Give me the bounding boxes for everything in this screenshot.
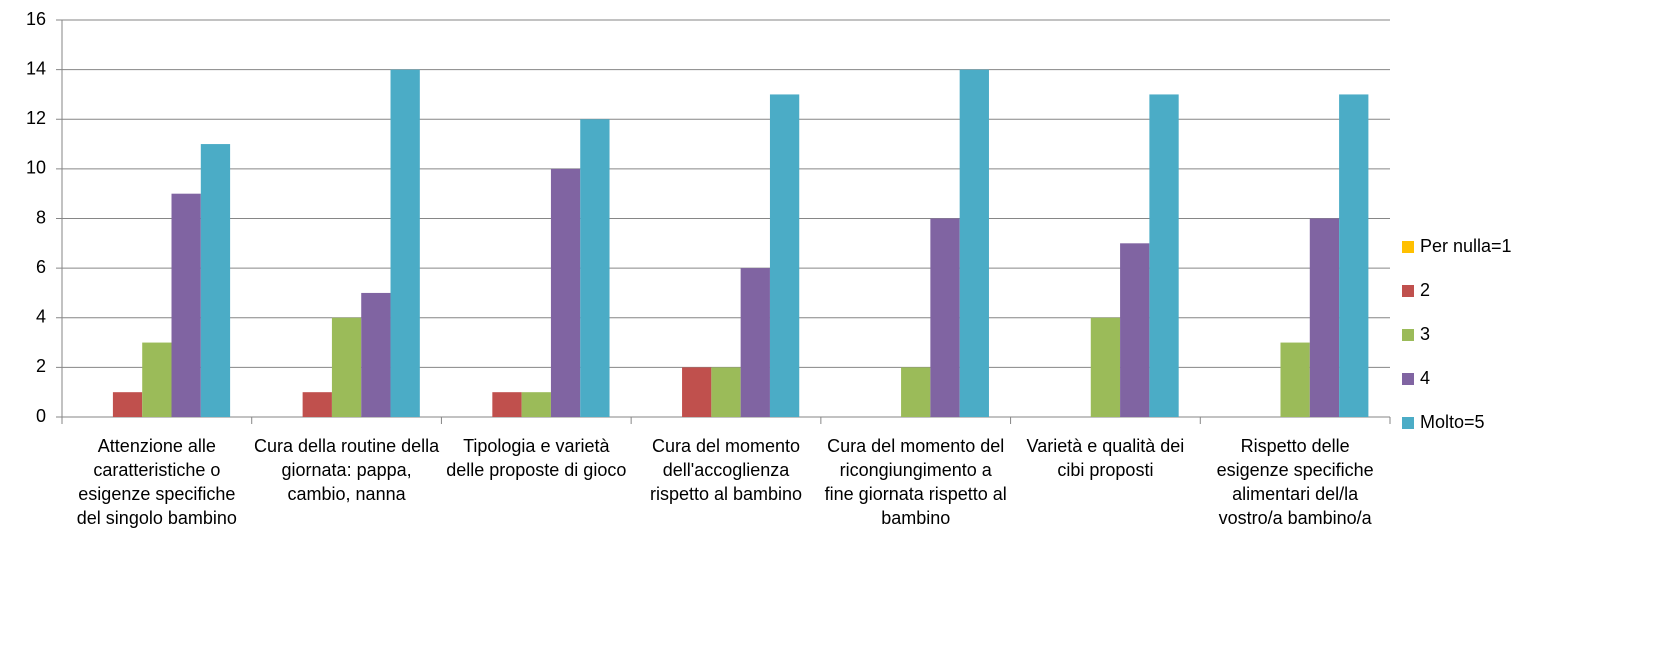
bar — [769, 94, 800, 417]
bar — [711, 367, 741, 417]
bar — [901, 367, 931, 417]
x-tick-label: Cura del momento del ricongiungimento a fi… — [825, 436, 1007, 528]
legend-label: 2 — [1420, 280, 1430, 300]
bar — [1309, 218, 1340, 417]
bar — [930, 218, 960, 417]
bar — [959, 69, 989, 417]
bar — [200, 144, 231, 417]
bar — [331, 317, 362, 417]
legend-label: Molto=5 — [1420, 412, 1485, 432]
bar — [1280, 342, 1310, 417]
bar — [142, 342, 172, 417]
x-tick-label: Cura del momento dell'accoglienza rispetto… — [650, 436, 802, 504]
bar — [390, 69, 420, 417]
bar — [1120, 243, 1150, 417]
bar — [1149, 94, 1179, 417]
legend-swatch — [1402, 329, 1414, 341]
bar — [1339, 94, 1369, 417]
x-tick-label: Cura della routine della giornata: pappa,… — [254, 436, 440, 504]
bar — [1090, 317, 1121, 417]
legend-swatch — [1402, 373, 1414, 385]
bar — [740, 268, 770, 417]
legend-label: 4 — [1420, 368, 1430, 388]
y-tick-label: 2 — [36, 356, 46, 376]
legend-swatch — [1402, 285, 1414, 297]
bar — [302, 392, 332, 417]
bar — [580, 119, 610, 417]
y-tick-label: 6 — [36, 257, 46, 277]
y-tick-label: 0 — [36, 406, 46, 426]
y-tick-label: 16 — [26, 9, 46, 29]
y-tick-label: 8 — [36, 207, 46, 227]
legend-swatch — [1402, 241, 1414, 253]
bar — [550, 168, 581, 417]
bar — [492, 392, 522, 417]
x-tick-label: Attenzione alle caratteristiche o esigenze… — [77, 436, 237, 528]
bar — [361, 292, 391, 417]
y-tick-label: 10 — [26, 158, 46, 178]
x-tick-label: Rispetto delle esigenze specifiche aliment… — [1217, 436, 1374, 528]
x-tick-label: Varietà e qualità dei cibi proposti — [1027, 436, 1185, 480]
bar — [171, 193, 201, 417]
y-tick-label: 4 — [36, 307, 46, 327]
x-tick-label: Tipologia e varietà delle proposte di gio… — [446, 436, 626, 480]
bar — [682, 367, 712, 417]
legend-swatch — [1402, 417, 1414, 429]
y-tick-label: 14 — [26, 58, 46, 78]
legend-label: Per nulla=1 — [1420, 236, 1512, 256]
legend-label: 3 — [1420, 324, 1430, 344]
bar — [112, 392, 143, 417]
bar — [521, 392, 551, 417]
y-tick-label: 12 — [26, 108, 46, 128]
